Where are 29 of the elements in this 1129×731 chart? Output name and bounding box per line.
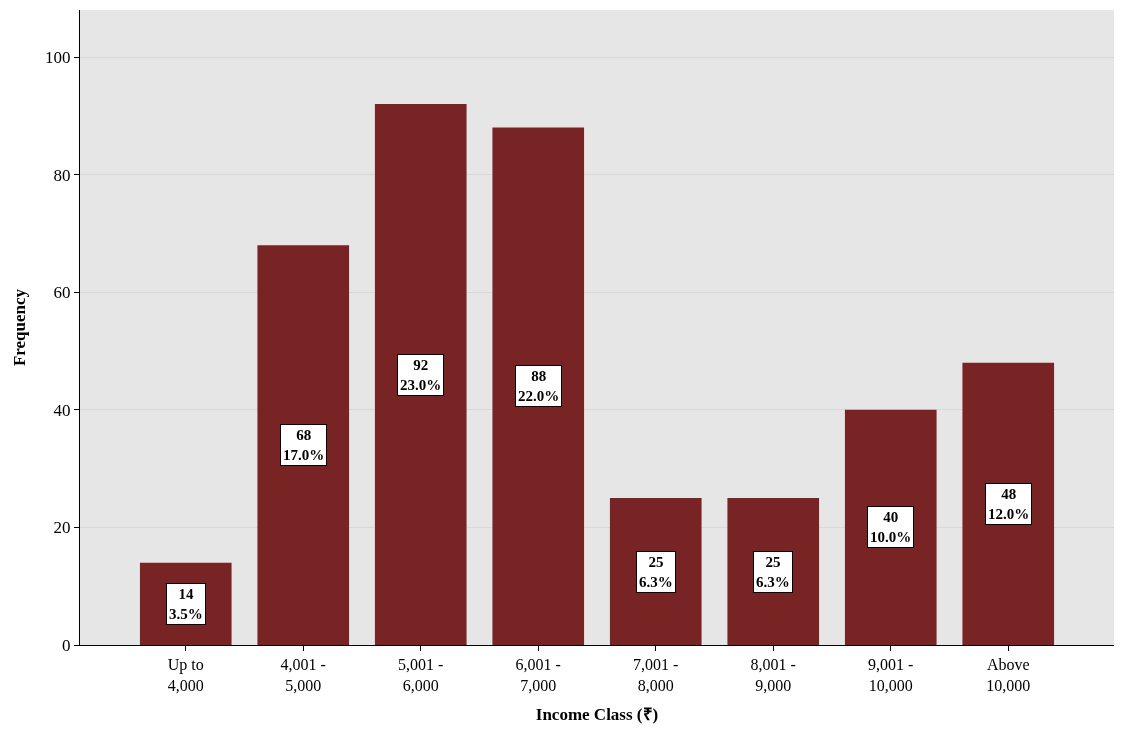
bar: [374, 104, 467, 645]
data-label: 68 17.0%: [283, 427, 325, 463]
y-tick-label: 80: [53, 165, 71, 185]
bar: [492, 127, 585, 645]
data-label: 92 23.0%: [400, 357, 442, 393]
x-tick-label: 4,001 - 5,000: [280, 656, 326, 694]
x-tick-label: 5,001 - 6,000: [398, 656, 444, 694]
bar: [844, 409, 937, 645]
y-tick-label: 20: [53, 518, 71, 538]
data-label: 40 10.0%: [870, 509, 912, 545]
data-label: 88 22.0%: [518, 368, 560, 404]
x-tick-label: Above 10,000: [986, 656, 1031, 694]
x-tick-label: 9,001 - 10,000: [868, 656, 914, 694]
y-tick-label: 100: [45, 47, 71, 67]
bar: [257, 245, 350, 645]
y-tick-label: 60: [53, 283, 71, 303]
y-axis-title: Frequency: [9, 288, 29, 367]
data-label: 25 6.3%: [756, 554, 790, 590]
x-tick-label: 6,001 - 7,000: [515, 656, 561, 694]
data-label: 48 12.0%: [988, 486, 1030, 522]
y-tick-label: 0: [62, 635, 71, 655]
data-label: 25 6.3%: [639, 554, 673, 590]
y-tick-label: 40: [53, 400, 71, 420]
x-tick-label: Up to 4,000: [167, 656, 204, 694]
x-tick-label: 8,001 - 9,000: [750, 656, 796, 694]
bar: [962, 362, 1055, 645]
x-tick-label: 7,001 - 8,000: [633, 656, 679, 694]
x-axis-title: Income Class (₹): [535, 705, 659, 725]
data-label: 14 3.5%: [169, 586, 203, 622]
